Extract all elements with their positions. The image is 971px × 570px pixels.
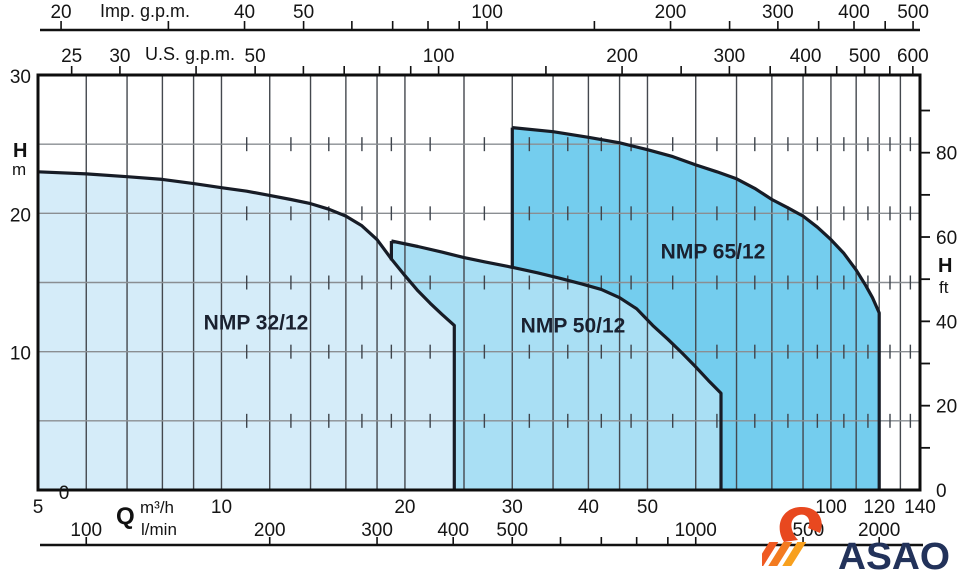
lmin-tick-label: 400 <box>437 520 469 541</box>
imp-gpm-tick-label: 50 <box>293 2 314 23</box>
us-gpm-tick-label: 500 <box>849 46 881 67</box>
us-gpm-axis-title: U.S. g.p.m. <box>145 44 236 64</box>
us-gpm-tick-label: 300 <box>714 46 746 67</box>
region-curve-nmp-32-12 <box>37 170 456 490</box>
imp-gpm-tick-label: 100 <box>471 2 503 23</box>
company-logo: ASAO <box>762 496 968 570</box>
lmin-tick-label: 200 <box>254 520 286 541</box>
us-gpm-tick-label: 400 <box>790 46 822 67</box>
imp-gpm-axis-title: Imp. g.p.m. <box>100 1 191 21</box>
region-label-nmp-65-12: NMP 65/12 <box>660 240 766 264</box>
lmin-unit-label: l/min <box>141 520 177 539</box>
flow-axis-title: Q <box>116 503 135 530</box>
hm-tick-label: 10 <box>10 344 31 365</box>
us-gpm-tick-label: 600 <box>897 46 929 67</box>
logo-swoosh-icon <box>762 506 822 566</box>
region-fill-nmp-50-12 <box>391 241 721 490</box>
hm-tick-label: 0 <box>59 483 70 504</box>
hm-tick-label: 20 <box>10 205 31 226</box>
m3h-tick-label: 40 <box>578 497 599 518</box>
head-feet-axis-title: H <box>938 255 953 277</box>
lmin-tick-label: 1000 <box>675 520 717 541</box>
imp-gpm-tick-label: 300 <box>762 2 794 23</box>
imp-gpm-tick-label: 200 <box>655 2 687 23</box>
us-gpm-tick-label: 200 <box>606 46 638 67</box>
feet-unit-label: ft <box>939 278 949 297</box>
m3h-tick-label: 100 <box>815 497 847 518</box>
head-meters-axis-title: H <box>13 140 28 162</box>
m3h-tick-label: 10 <box>211 497 232 518</box>
region-label-nmp-32-12: NMP 32/12 <box>203 311 309 335</box>
us-gpm-tick-label: 100 <box>423 46 455 67</box>
lmin-tick-label: 2000 <box>858 520 900 541</box>
us-gpm-tick-label: 50 <box>245 46 266 67</box>
imp-gpm-tick-label: 500 <box>897 2 929 23</box>
m3h-tick-label: 140 <box>904 497 936 518</box>
hft-tick-label: 60 <box>936 228 957 249</box>
logo-text: ASAO <box>838 536 950 570</box>
hft-tick-label: 20 <box>936 397 957 418</box>
hm-tick-label: 30 <box>10 67 31 88</box>
imp-gpm-tick-label: 40 <box>234 2 255 23</box>
m3h-tick-label: 120 <box>863 497 895 518</box>
lmin-tick-label: 500 <box>496 520 528 541</box>
us-gpm-tick-label: 25 <box>61 46 82 67</box>
m3h-tick-label: 30 <box>502 497 523 518</box>
imp-gpm-tick-label: 20 <box>50 2 71 23</box>
meters-unit-label: m <box>12 160 27 179</box>
lmin-tick-label: 100 <box>70 520 102 541</box>
hft-tick-label: 40 <box>936 312 957 333</box>
m3h-tick-label: 50 <box>637 497 658 518</box>
plot-border <box>36 73 922 492</box>
hft-tick-label: 0 <box>936 481 947 502</box>
m3h-tick-label: 5 <box>33 497 44 518</box>
region-fill-nmp-32-12 <box>38 171 455 491</box>
hft-tick-label: 80 <box>936 144 957 165</box>
lmin-tick-label: 300 <box>361 520 393 541</box>
m3h-unit-label: m³/h <box>140 498 174 517</box>
region-curve-nmp-65-12 <box>510 126 881 490</box>
region-label-nmp-50-12: NMP 50/12 <box>520 314 626 338</box>
imp-gpm-tick-label: 400 <box>838 2 870 23</box>
us-gpm-tick-label: 30 <box>109 46 130 67</box>
m3h-tick-label: 20 <box>394 497 415 518</box>
